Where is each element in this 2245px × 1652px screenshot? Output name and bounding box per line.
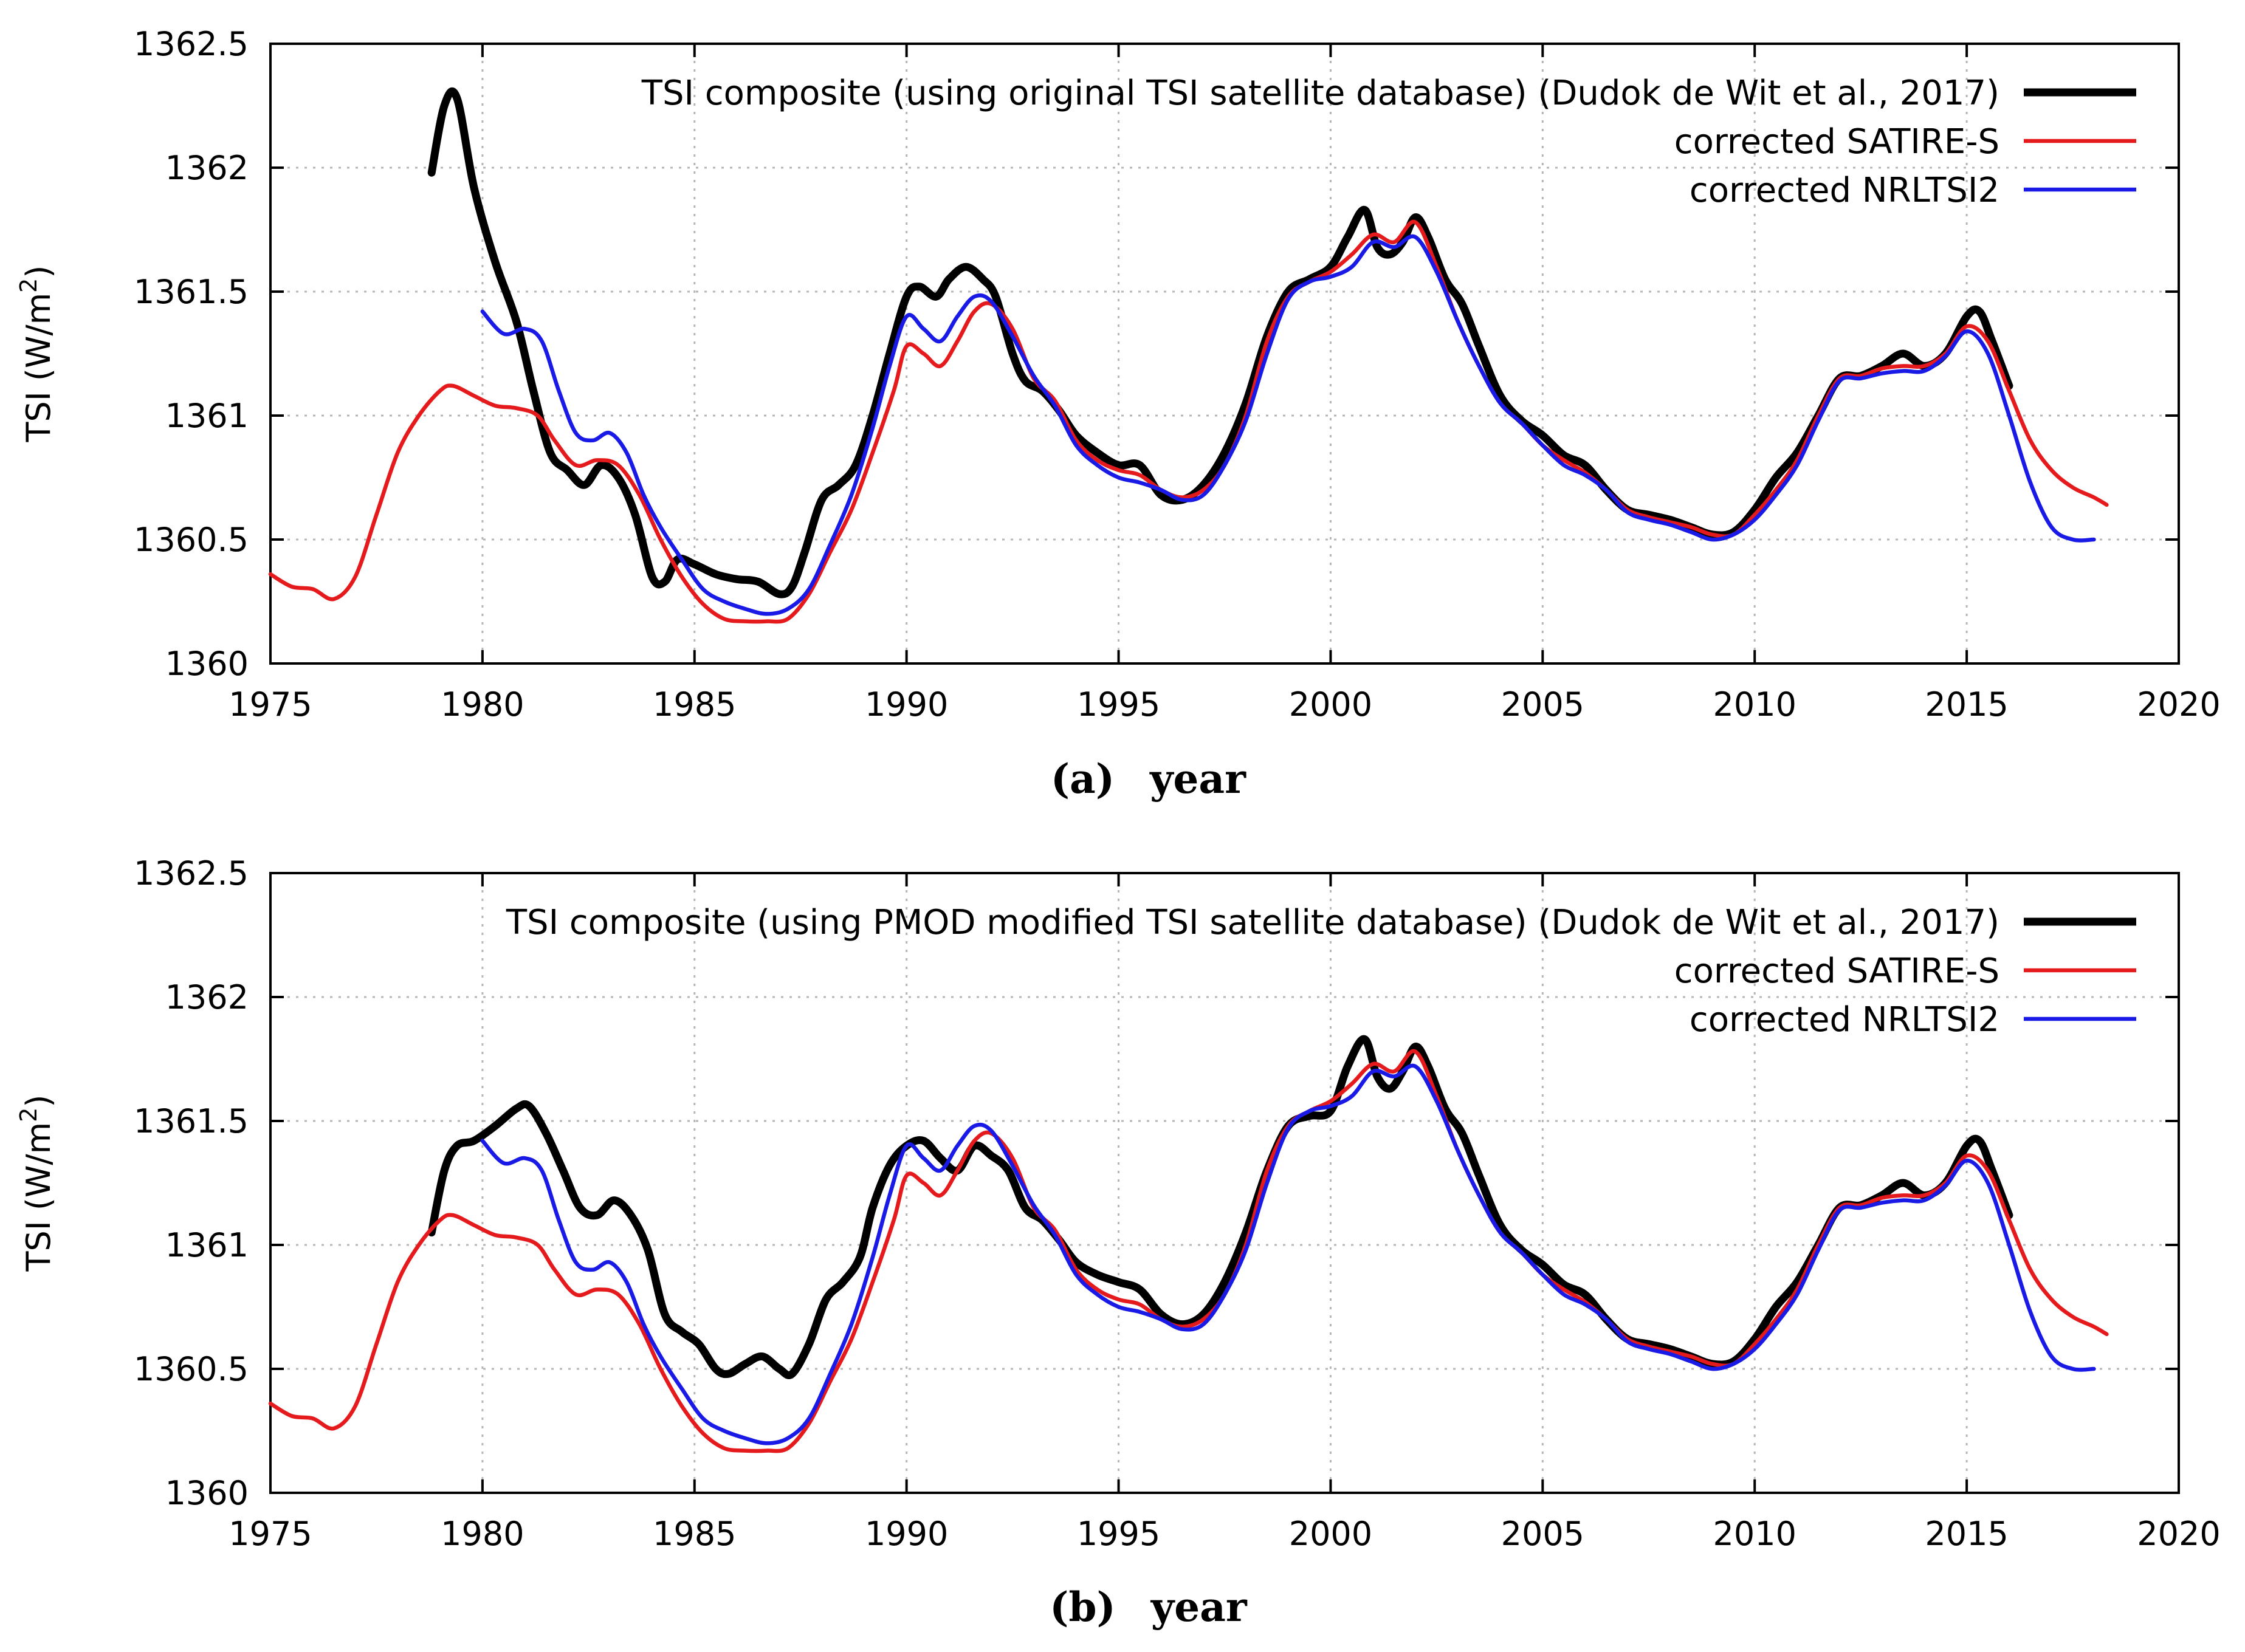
x-tick-label: 2010	[1713, 1515, 1796, 1553]
y-axis-label-base: TSI (W/m	[19, 293, 58, 443]
y-tick-label: 1361.5	[134, 273, 249, 311]
x-tick-label: 2000	[1289, 685, 1372, 724]
series-line-nrltsi2	[480, 1063, 2096, 1445]
panel-b-chart: 1975 1980 1985 1990 1995 2000 2005 2010 2015 2020…	[15, 854, 2221, 1631]
y-axis-label-base: TSI (W/m	[19, 1122, 58, 1272]
grid	[270, 44, 2179, 663]
legend-entry-label: corrected SATIRE-S	[1674, 951, 1999, 991]
y-tick-label: 1362	[165, 149, 249, 187]
y-tick-label: 1362.5	[134, 854, 249, 893]
x-tick-label: 1975	[229, 1515, 312, 1553]
y-tick-label: 1361	[165, 397, 249, 435]
y-axis-label: TSI (W/m2)	[15, 266, 58, 443]
y-tick-label: 1361	[165, 1226, 249, 1264]
panel-tag: (b)	[1050, 1583, 1116, 1631]
x-tick-label: 2005	[1501, 1515, 1584, 1553]
x-tick-label: 2015	[1925, 1515, 2008, 1553]
x-tick-label: 1985	[653, 1515, 736, 1553]
y-axis-label: TSI (W/m2)	[15, 1095, 58, 1272]
legend-entry-label: corrected SATIRE-S	[1674, 122, 1999, 162]
x-axis-label: (b) year	[1050, 1583, 1248, 1631]
panel-tag: (a)	[1051, 755, 1115, 803]
legend: TSI composite (using original TSI satell…	[641, 74, 2136, 210]
x-tick-label: 1990	[865, 685, 948, 724]
x-axis-label: (a) year	[1051, 755, 1246, 803]
x-tick-label: 1990	[865, 1515, 948, 1553]
legend-entry-label: TSI composite (using original TSI satell…	[641, 74, 1999, 113]
y-axis-label-close: )	[19, 1095, 58, 1108]
x-tick-label: 1995	[1077, 1515, 1160, 1553]
y-tick-label: 1362.5	[134, 25, 249, 63]
x-tick-label: 2000	[1289, 1515, 1372, 1553]
legend-entry-label: TSI composite (using PMOD modified TSI s…	[506, 903, 1999, 942]
y-tick-label: 1360.5	[134, 521, 249, 559]
x-tick-label: 1980	[441, 685, 524, 724]
legend-entry-label: corrected NRLTSI2	[1690, 171, 1999, 210]
grid	[270, 873, 2179, 1493]
x-tick-label: 2010	[1713, 685, 1796, 724]
y-tick-label: 1360	[165, 1474, 249, 1512]
x-tick-label: 1995	[1077, 685, 1160, 724]
y-tick-label: 1360.5	[134, 1350, 249, 1388]
x-tick-label: 2005	[1501, 685, 1584, 724]
x-tick-label: 1980	[441, 1515, 524, 1553]
y-axis-label-close: )	[19, 266, 58, 278]
x-axis-label-text: year	[1149, 755, 1246, 803]
y-axis-label-sup: 2	[15, 1108, 42, 1122]
series-line-nrltsi2	[480, 234, 2096, 616]
x-axis-label-text: year	[1150, 1583, 1248, 1631]
plot-frame	[269, 43, 2180, 665]
y-tick-label: 1360	[165, 645, 249, 683]
x-tick-label: 2020	[2137, 1515, 2220, 1553]
panel-a-chart: 1975 1980 1985 1990 1995 2000 2005 2010 2015 2020…	[15, 25, 2221, 803]
y-tick-label: 1362	[165, 978, 249, 1016]
plot-frame	[269, 872, 2180, 1494]
legend: TSI composite (using PMOD modified TSI s…	[506, 903, 2136, 1040]
legend-entry-label: corrected NRLTSI2	[1690, 1000, 1999, 1040]
x-tick-label: 1975	[229, 685, 312, 724]
x-tick-label: 1985	[653, 685, 736, 724]
x-tick-label: 2020	[2137, 685, 2220, 724]
y-axis-label-sup: 2	[15, 278, 42, 293]
y-tick-label: 1361.5	[134, 1102, 249, 1140]
x-tick-label: 2015	[1925, 685, 2008, 724]
